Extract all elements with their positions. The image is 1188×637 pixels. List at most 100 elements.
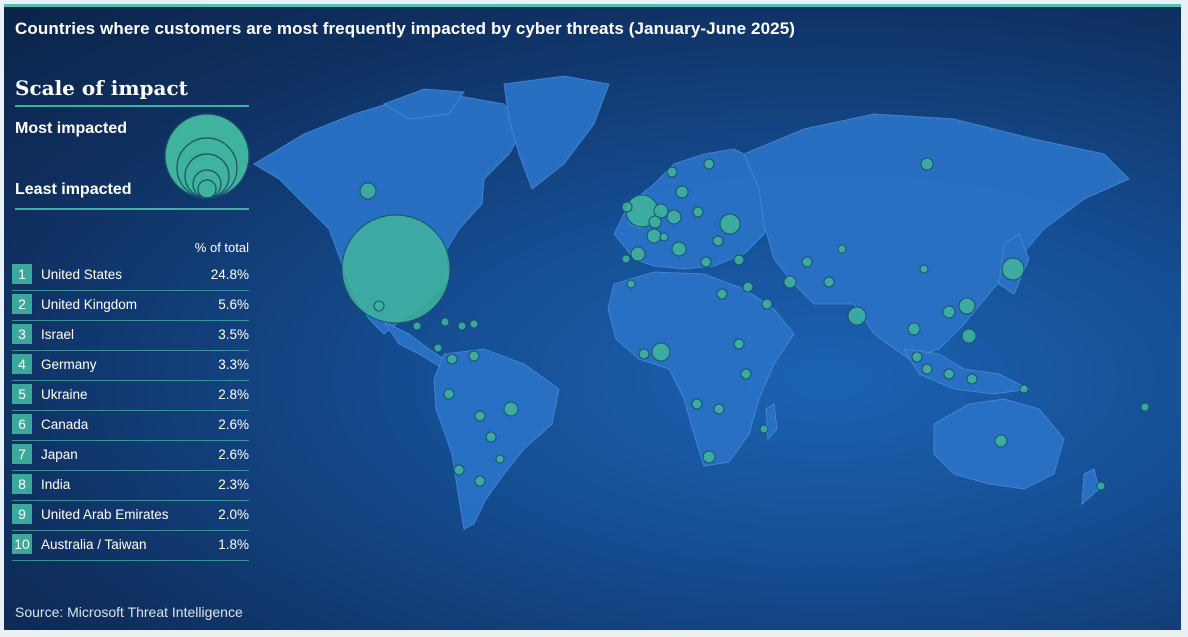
bubble-singapore bbox=[943, 368, 955, 380]
bubble-canada bbox=[359, 182, 377, 200]
bubble-morocco bbox=[626, 279, 636, 289]
bubble-finland bbox=[703, 158, 715, 170]
bubble-switzerland bbox=[659, 232, 669, 242]
landmass-se-asia-islands bbox=[903, 348, 1031, 395]
country-name: Canada bbox=[41, 417, 89, 432]
landmass-africa bbox=[607, 271, 795, 467]
bubble-nigeria bbox=[651, 342, 671, 362]
rank-number: 7 bbox=[12, 444, 32, 464]
bubble-australia bbox=[994, 434, 1008, 448]
percent-value: 2.3% bbox=[218, 477, 249, 492]
bubble-sweden bbox=[675, 185, 689, 199]
bubble-belgium bbox=[648, 215, 662, 229]
bubble-ukraine bbox=[719, 213, 741, 235]
rank-number: 6 bbox=[12, 414, 32, 434]
bubble-south-africa bbox=[702, 450, 716, 464]
bubble-taiwan bbox=[961, 328, 977, 344]
scale-title: Scale of impact bbox=[15, 76, 188, 100]
bubble-madagascar bbox=[759, 424, 769, 434]
landmass-greenland bbox=[503, 75, 610, 190]
bubble-united-states bbox=[341, 214, 451, 324]
percent-value: 1.8% bbox=[218, 537, 249, 552]
bubble-panama bbox=[433, 343, 443, 353]
percent-value: 3.3% bbox=[218, 357, 249, 372]
bubble-mexico bbox=[373, 300, 385, 312]
bubble-iran bbox=[801, 256, 813, 268]
country-name: United States bbox=[41, 267, 123, 282]
source-note: Source: Microsoft Threat Intelligence bbox=[15, 604, 243, 620]
rank-number: 4 bbox=[12, 354, 32, 374]
landmass-south-america bbox=[433, 348, 560, 530]
table-row: 5 Ukraine 2.8% bbox=[12, 382, 249, 411]
bubble-turkey bbox=[733, 254, 745, 266]
bubble-russia bbox=[920, 157, 934, 171]
legend-bubble-tiny bbox=[197, 179, 217, 199]
bubble-ghana bbox=[638, 348, 650, 360]
bubble-kenya bbox=[740, 368, 752, 380]
world-map bbox=[164, 75, 1150, 530]
bubble-tanzania bbox=[713, 403, 725, 415]
bubble-indonesia bbox=[966, 373, 978, 385]
bubble-uruguay bbox=[495, 454, 505, 464]
bubble-peru bbox=[443, 388, 455, 400]
bubble-japan bbox=[1001, 257, 1025, 281]
landmass-arctic-islands bbox=[383, 88, 465, 120]
bubble-guatemala bbox=[412, 321, 422, 331]
bubble-venezuela bbox=[468, 350, 480, 362]
country-name: Germany bbox=[41, 357, 97, 372]
bubble-spain bbox=[630, 246, 646, 262]
bubble-jamaica bbox=[457, 321, 467, 331]
bubble-poland bbox=[692, 206, 704, 218]
bubble-egypt bbox=[716, 288, 728, 300]
percent-header: % of total bbox=[194, 240, 249, 255]
rank-number: 2 bbox=[12, 294, 32, 314]
scale-top-divider bbox=[15, 105, 249, 107]
percent-value: 2.6% bbox=[218, 447, 249, 462]
bubble-netherlands bbox=[653, 203, 669, 219]
table-row: 8 India 2.3% bbox=[12, 472, 249, 501]
table-row: 3 Israel 3.5% bbox=[12, 322, 249, 351]
bubble-fiji bbox=[1140, 402, 1150, 412]
percent-value: 2.0% bbox=[218, 507, 249, 522]
landmass-asia bbox=[743, 113, 1130, 360]
rank-number: 5 bbox=[12, 384, 32, 404]
bubble-paraguay bbox=[485, 431, 497, 443]
rank-number: 10 bbox=[12, 534, 32, 554]
table-row: 2 United Kingdom 5.6% bbox=[12, 292, 249, 321]
bubble-angola bbox=[691, 398, 703, 410]
bubble-south-korea bbox=[958, 297, 976, 315]
country-name: India bbox=[41, 477, 71, 492]
percent-value: 5.6% bbox=[218, 297, 249, 312]
bubble-argentina bbox=[474, 475, 486, 487]
percent-value: 2.8% bbox=[218, 387, 249, 402]
bubble-malaysia bbox=[921, 363, 933, 375]
bubble-india bbox=[847, 306, 867, 326]
bubble-hong-kong bbox=[942, 305, 956, 319]
bubble-greece bbox=[700, 256, 712, 268]
rank-number: 1 bbox=[12, 264, 32, 284]
bubble-saudi-arabia bbox=[761, 298, 773, 310]
infographic-panel: Countries where customers are most frequ… bbox=[4, 4, 1181, 630]
rank-number: 3 bbox=[12, 324, 32, 344]
bubble-china bbox=[919, 264, 929, 274]
page-title: Countries where customers are most frequ… bbox=[15, 19, 796, 38]
country-name: United Arab Emirates bbox=[41, 507, 169, 522]
bubble-france bbox=[646, 228, 662, 244]
bubble-israel bbox=[742, 281, 754, 293]
bubble-brazil bbox=[503, 401, 519, 417]
country-name: Israel bbox=[41, 327, 75, 342]
bubble-uae bbox=[783, 275, 797, 289]
most-impacted-label: Most impacted bbox=[15, 120, 128, 137]
bubble-vietnam bbox=[907, 322, 921, 336]
table-row: 1 United States 24.8% bbox=[12, 262, 249, 291]
rank-number: 8 bbox=[12, 474, 32, 494]
bubble-romania bbox=[712, 235, 724, 247]
country-name: United Kingdom bbox=[41, 297, 138, 312]
bubble-ethiopia bbox=[733, 338, 745, 350]
bubble-bolivia bbox=[474, 410, 486, 422]
country-name: Ukraine bbox=[41, 387, 88, 402]
bubble-dominican-republic bbox=[469, 319, 479, 329]
table-row: 4 Germany 3.3% bbox=[12, 352, 249, 381]
country-name: Australia / Taiwan bbox=[41, 537, 147, 552]
country-name: Japan bbox=[41, 447, 78, 462]
